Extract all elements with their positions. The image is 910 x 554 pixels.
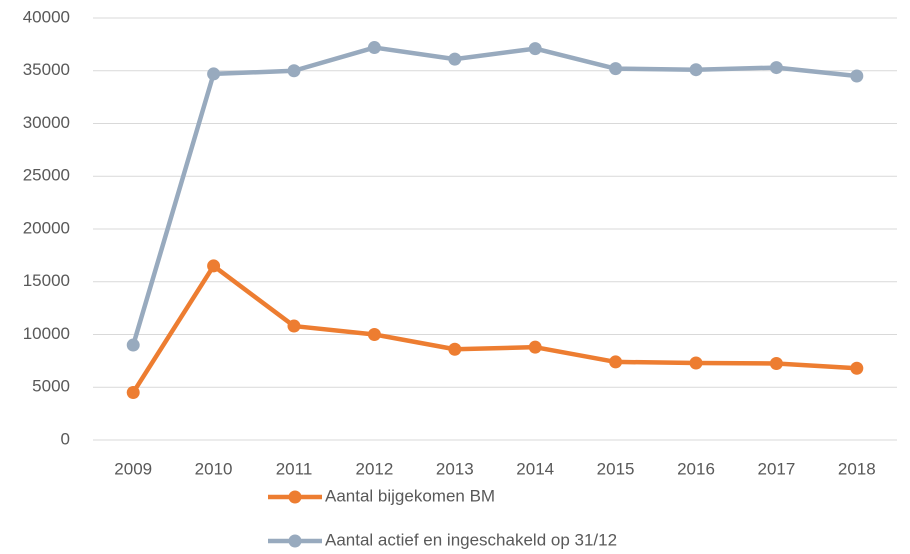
legend-label: Aantal actief en ingeschakeld op 31/12	[325, 530, 617, 549]
point	[448, 52, 462, 66]
point	[850, 69, 864, 83]
point	[367, 41, 381, 55]
point	[287, 319, 301, 333]
point	[126, 338, 140, 352]
point	[689, 63, 703, 77]
y-tick-label: 0	[61, 429, 70, 448]
x-tick-label: 2014	[516, 459, 554, 478]
point	[528, 42, 542, 56]
x-tick-label: 2012	[355, 459, 393, 478]
y-tick-label: 5000	[32, 377, 70, 396]
y-tick-label: 40000	[23, 7, 70, 26]
x-tick-label: 2016	[677, 459, 715, 478]
x-tick-label: 2015	[597, 459, 635, 478]
y-tick-label: 20000	[23, 218, 70, 237]
point	[609, 355, 623, 369]
x-tick-label: 2010	[195, 459, 233, 478]
y-tick-label: 25000	[23, 166, 70, 185]
point	[769, 61, 783, 75]
point	[207, 259, 221, 273]
point	[367, 328, 381, 341]
point	[207, 67, 221, 81]
x-tick-label: 2013	[436, 459, 474, 478]
point	[528, 340, 542, 354]
legend-marker	[288, 490, 302, 504]
point	[850, 361, 864, 375]
point	[448, 342, 462, 356]
legend-marker	[288, 534, 302, 548]
y-tick-label: 30000	[23, 113, 70, 132]
series-line	[131, 263, 857, 394]
x-tick-label: 2009	[114, 459, 152, 478]
point	[689, 356, 703, 370]
x-tick-label: 2017	[757, 459, 795, 478]
legend-label: Aantal bijgekomen BM	[325, 486, 495, 505]
y-tick-label: 10000	[23, 324, 70, 343]
x-tick-label: 2011	[276, 459, 313, 478]
y-tick-label: 15000	[23, 271, 70, 290]
y-tick-label: 35000	[23, 60, 70, 79]
series-line	[131, 45, 858, 346]
x-tick-label: 2018	[838, 459, 876, 478]
point	[287, 64, 301, 78]
point	[609, 62, 623, 76]
point	[126, 386, 140, 400]
point	[769, 357, 783, 371]
